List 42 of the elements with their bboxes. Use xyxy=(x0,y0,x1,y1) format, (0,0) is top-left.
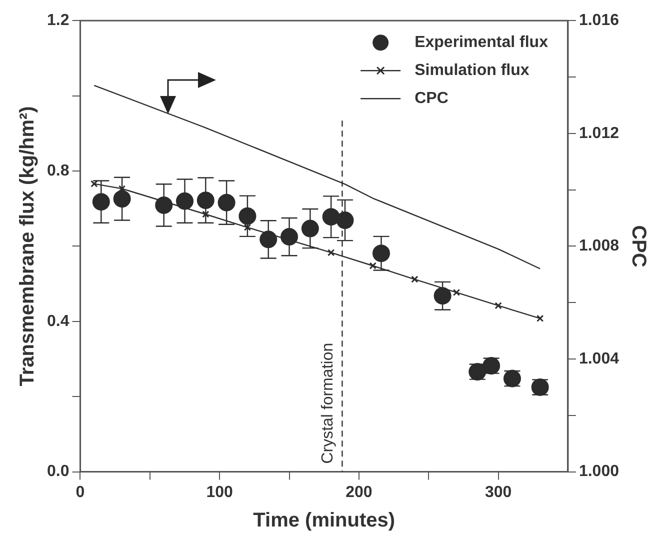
point xyxy=(536,314,544,322)
point xyxy=(434,287,452,305)
x-tick-label: 0 xyxy=(76,484,85,501)
point xyxy=(372,244,390,262)
y2-tick-label: 1.004 xyxy=(578,350,620,368)
point xyxy=(113,190,131,208)
point xyxy=(452,288,460,296)
point xyxy=(327,249,335,256)
point xyxy=(301,220,319,238)
point xyxy=(238,207,256,225)
x-tick-label: 300 xyxy=(484,484,512,501)
legend-label: Simulation flux xyxy=(414,62,530,80)
y2-tick-label: 1.012 xyxy=(578,124,620,142)
point xyxy=(196,192,214,210)
y-axis-title: Transmembrane flux (kg/hm²) xyxy=(16,106,39,386)
point xyxy=(369,262,376,270)
x-axis-title: Time (minutes) xyxy=(253,510,396,532)
point xyxy=(411,276,418,283)
x-tick-label: 100 xyxy=(206,484,234,501)
y2-tick-label: 1.000 xyxy=(578,463,620,480)
point xyxy=(90,180,98,188)
point xyxy=(280,228,298,246)
point xyxy=(155,196,173,214)
legend-label: CPC xyxy=(414,90,449,108)
point xyxy=(244,224,252,231)
legend-label: Experimental flux xyxy=(414,34,548,52)
point xyxy=(218,194,236,212)
y2-tick-label: 1.008 xyxy=(578,238,620,255)
y2-tick-label: 1.016 xyxy=(578,12,620,30)
x-tick-label: 200 xyxy=(346,484,372,501)
point xyxy=(336,212,354,230)
point xyxy=(92,193,110,211)
point xyxy=(176,192,194,210)
y-tick-label: 1.2 xyxy=(46,12,70,30)
ref-line-label: Crystal formation xyxy=(320,342,337,464)
y-tick-label: 0.0 xyxy=(46,463,70,480)
point xyxy=(494,302,502,310)
point xyxy=(260,230,278,248)
point xyxy=(202,210,210,218)
y2-axis-title: CPC xyxy=(627,225,650,268)
y-tick-label: 0.4 xyxy=(46,312,70,330)
y-tick-label: 0.8 xyxy=(46,162,70,180)
